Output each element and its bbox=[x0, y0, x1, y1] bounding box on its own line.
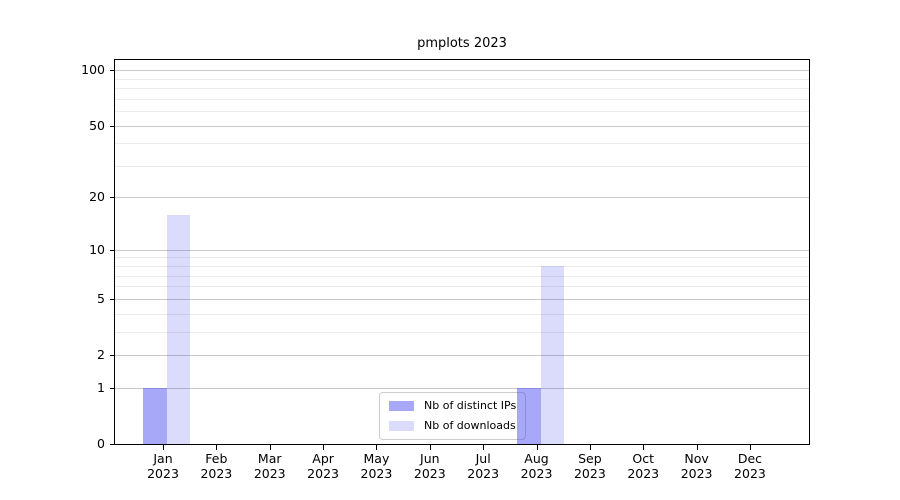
x-tick-year: 2023 bbox=[467, 466, 500, 481]
gridline-major bbox=[115, 197, 809, 199]
x-tick-mark bbox=[163, 445, 164, 450]
x-tick-month: Jan bbox=[153, 451, 173, 466]
y-tick-mark bbox=[110, 444, 115, 445]
x-tick-year: 2023 bbox=[200, 466, 233, 481]
y-tick-mark bbox=[110, 298, 115, 300]
legend-swatch-nb-of-downloads bbox=[389, 421, 414, 431]
gridline-major bbox=[115, 355, 809, 356]
legend-item-nb-of-downloads: Nb of downloads bbox=[389, 419, 516, 433]
x-tick-month: Jul bbox=[475, 451, 491, 466]
x-tick-month: Mar bbox=[257, 451, 282, 466]
legend: Nb of distinct IPs Nb of downloads bbox=[379, 392, 527, 440]
y-tick-label: 50 bbox=[89, 117, 105, 133]
gridline-minor bbox=[115, 88, 809, 90]
x-tick-year: 2023 bbox=[520, 466, 553, 481]
y-tick-label: 10 bbox=[89, 241, 105, 257]
gridline-major bbox=[115, 387, 809, 389]
x-tick-label-nov: Nov 2023 bbox=[657, 451, 737, 481]
x-tick-month: Dec bbox=[737, 451, 763, 466]
y-tick-label: 0 bbox=[97, 436, 105, 451]
gridline-minor bbox=[115, 286, 809, 288]
x-tick-label-jan: Jan 2023 bbox=[123, 451, 203, 481]
x-tick-year: 2023 bbox=[147, 466, 179, 481]
plot-area: Nb of distinct IPs Nb of downloads bbox=[114, 59, 810, 445]
x-tick-month: Oct bbox=[632, 451, 655, 466]
gridline-minor bbox=[115, 266, 809, 268]
legend-item-nb-of-distinct-ips: Nb of distinct IPs bbox=[389, 399, 516, 413]
x-tick-label-apr: Apr 2023 bbox=[283, 451, 363, 481]
y-tick-label: 100 bbox=[81, 62, 105, 78]
gridline-minor bbox=[115, 143, 809, 145]
x-tick-label-oct: Oct 2023 bbox=[603, 451, 683, 481]
gridline-minor bbox=[115, 111, 809, 113]
x-tick-month: Aug bbox=[524, 451, 549, 466]
x-tick-year: 2023 bbox=[413, 466, 446, 481]
x-tick-month: Nov bbox=[684, 451, 709, 466]
bars-layer bbox=[115, 60, 809, 444]
gridline-major bbox=[115, 125, 809, 127]
x-tick-month: May bbox=[363, 451, 390, 466]
x-tick-mark bbox=[269, 445, 271, 450]
x-tick-mark bbox=[323, 445, 325, 450]
chart-title: pmplots 2023 bbox=[417, 36, 507, 51]
gridline-major bbox=[115, 70, 809, 72]
x-tick-label-aug: Aug 2023 bbox=[497, 451, 577, 481]
x-tick-mark bbox=[696, 445, 698, 450]
y-tick-mark bbox=[110, 70, 115, 72]
x-tick-mark bbox=[216, 445, 218, 450]
x-tick-mark bbox=[536, 445, 538, 450]
legend-label: Nb of downloads bbox=[424, 419, 516, 432]
legend-swatch-nb-of-distinct-ips bbox=[389, 401, 414, 411]
gridline-major bbox=[115, 298, 809, 300]
grid-layer bbox=[115, 60, 809, 444]
x-tick-mark bbox=[429, 445, 431, 450]
y-tick-mark bbox=[110, 125, 115, 127]
x-tick-month: Feb bbox=[205, 451, 228, 466]
bar-nb-of-downloads-jan bbox=[167, 214, 190, 444]
y-tick-mark bbox=[110, 197, 115, 199]
gridline-minor bbox=[115, 313, 809, 315]
x-tick-label-may: May 2023 bbox=[336, 451, 416, 481]
y-tick-label: 5 bbox=[97, 290, 105, 306]
x-tick-label-jul: Jul 2023 bbox=[443, 451, 523, 481]
x-tick-year: 2023 bbox=[680, 466, 713, 481]
x-tick-year: 2023 bbox=[360, 466, 393, 481]
gridline-major bbox=[115, 249, 809, 251]
x-tick-mark bbox=[749, 445, 751, 450]
x-tick-label-feb: Feb 2023 bbox=[176, 451, 256, 481]
x-tick-label-sep: Sep 2023 bbox=[550, 451, 630, 481]
gridline-minor bbox=[115, 165, 809, 167]
x-tick-label-mar: Mar 2023 bbox=[230, 451, 310, 481]
gridline-minor bbox=[115, 275, 809, 277]
y-tick-label: 2 bbox=[97, 347, 105, 362]
x-tick-label-dec: Dec 2023 bbox=[710, 451, 790, 481]
y-tick-label: 20 bbox=[89, 189, 105, 205]
y-tick-mark bbox=[110, 355, 115, 356]
legend-label: Nb of distinct IPs bbox=[424, 399, 517, 412]
x-tick-year: 2023 bbox=[573, 466, 606, 481]
y-tick-mark bbox=[110, 249, 115, 251]
gridline-minor bbox=[115, 331, 809, 333]
x-tick-year: 2023 bbox=[734, 466, 766, 481]
bar-nb-of-distinct-ips-aug bbox=[516, 387, 541, 444]
x-tick-year: 2023 bbox=[627, 466, 660, 481]
x-tick-mark bbox=[376, 445, 378, 450]
x-tick-year: 2023 bbox=[253, 466, 286, 481]
gridline-minor bbox=[115, 257, 809, 259]
bar-nb-of-downloads-aug bbox=[540, 266, 564, 444]
x-tick-mark bbox=[589, 445, 591, 450]
y-tick-mark bbox=[110, 387, 115, 389]
x-tick-month: Jun bbox=[420, 451, 440, 466]
x-tick-label-jun: Jun 2023 bbox=[390, 451, 470, 481]
x-tick-month: Sep bbox=[578, 451, 602, 466]
gridline-minor bbox=[115, 98, 809, 100]
y-tick-label: 1 bbox=[97, 379, 105, 395]
bar-nb-of-distinct-ips-jan bbox=[143, 387, 167, 444]
x-tick-mark bbox=[643, 445, 645, 450]
gridline-minor bbox=[115, 78, 809, 80]
x-tick-year: 2023 bbox=[307, 466, 339, 481]
x-tick-mark bbox=[483, 445, 485, 450]
x-tick-month: Apr bbox=[312, 451, 334, 466]
